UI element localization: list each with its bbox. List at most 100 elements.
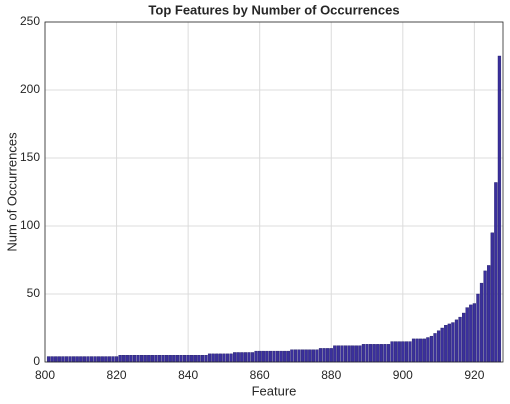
chart-title: Top Features by Number of Occurrences	[148, 2, 399, 17]
plot-frame	[44, 21, 504, 363]
bar	[157, 355, 162, 363]
bar	[172, 355, 176, 363]
bar	[272, 350, 276, 363]
bar	[469, 304, 473, 363]
bar	[54, 356, 58, 363]
bar	[318, 348, 323, 363]
bar	[494, 182, 498, 363]
bar	[497, 55, 502, 363]
bar	[204, 355, 208, 363]
y-tick-label: 0	[33, 354, 40, 368]
bar	[333, 345, 337, 363]
bar	[351, 345, 355, 363]
bar	[472, 303, 477, 363]
bar	[233, 352, 237, 363]
bar	[107, 356, 112, 363]
bar	[490, 232, 494, 363]
bar	[372, 344, 376, 363]
bar	[89, 356, 94, 363]
bar	[111, 356, 115, 363]
bar	[104, 356, 108, 363]
x-tick-label: 820	[107, 368, 127, 382]
bar	[415, 338, 419, 363]
bar	[361, 344, 366, 363]
bar	[279, 350, 283, 363]
bar	[236, 352, 240, 363]
bar	[383, 344, 387, 363]
bar	[50, 356, 54, 363]
bar	[154, 355, 158, 363]
bar	[165, 355, 169, 363]
bar	[315, 349, 319, 363]
bar	[57, 356, 61, 363]
x-tick-label: 900	[393, 368, 413, 382]
bar	[71, 356, 76, 363]
bar	[444, 325, 448, 363]
bar	[122, 355, 126, 363]
bar	[247, 352, 251, 363]
bar	[243, 352, 248, 363]
x-tick-label: 800	[35, 368, 55, 382]
bar	[290, 349, 294, 363]
bar	[100, 356, 104, 363]
bar	[250, 352, 255, 363]
bar	[440, 327, 444, 363]
bar	[97, 356, 101, 363]
bar	[147, 355, 151, 363]
bar	[86, 356, 90, 363]
bar	[419, 338, 423, 363]
bar	[411, 338, 416, 363]
bar	[354, 345, 358, 363]
bar	[376, 344, 380, 363]
bar	[422, 338, 426, 363]
bar	[390, 341, 394, 363]
x-tick-label: 860	[250, 368, 270, 382]
y-tick-label: 250	[20, 14, 40, 28]
bar	[275, 350, 280, 363]
bar	[82, 356, 86, 363]
bar	[186, 355, 190, 363]
y-tick-label: 200	[20, 82, 40, 96]
bar	[240, 352, 244, 363]
bar	[193, 355, 197, 363]
bar	[358, 345, 362, 363]
bar	[132, 355, 137, 363]
bar	[129, 355, 133, 363]
x-tick-label: 840	[178, 368, 198, 382]
bar	[365, 344, 369, 363]
bar	[465, 307, 469, 363]
bar	[118, 355, 122, 363]
y-tick-label: 100	[20, 218, 40, 232]
bar	[114, 356, 119, 363]
y-tick-label: 50	[27, 286, 41, 300]
bar	[476, 293, 480, 363]
bar	[68, 356, 72, 363]
bar	[340, 345, 344, 363]
bar	[93, 356, 97, 363]
bar	[161, 355, 165, 363]
bar	[218, 353, 222, 363]
bar	[286, 350, 290, 363]
bar	[197, 355, 201, 363]
bar	[261, 350, 265, 363]
bar	[329, 348, 333, 363]
bar	[462, 312, 466, 363]
bar	[322, 348, 326, 363]
bar	[304, 349, 308, 363]
bar	[336, 345, 341, 363]
bar	[386, 344, 391, 363]
bar	[343, 345, 348, 363]
bar	[139, 355, 144, 363]
bar	[200, 355, 205, 363]
bar	[326, 348, 330, 363]
bar	[150, 355, 154, 363]
bar	[143, 355, 147, 363]
bar	[300, 349, 305, 363]
bar	[61, 356, 65, 363]
bar	[258, 350, 262, 363]
bar	[190, 355, 194, 363]
bar	[175, 355, 180, 363]
bar	[265, 350, 269, 363]
bar	[268, 350, 273, 363]
